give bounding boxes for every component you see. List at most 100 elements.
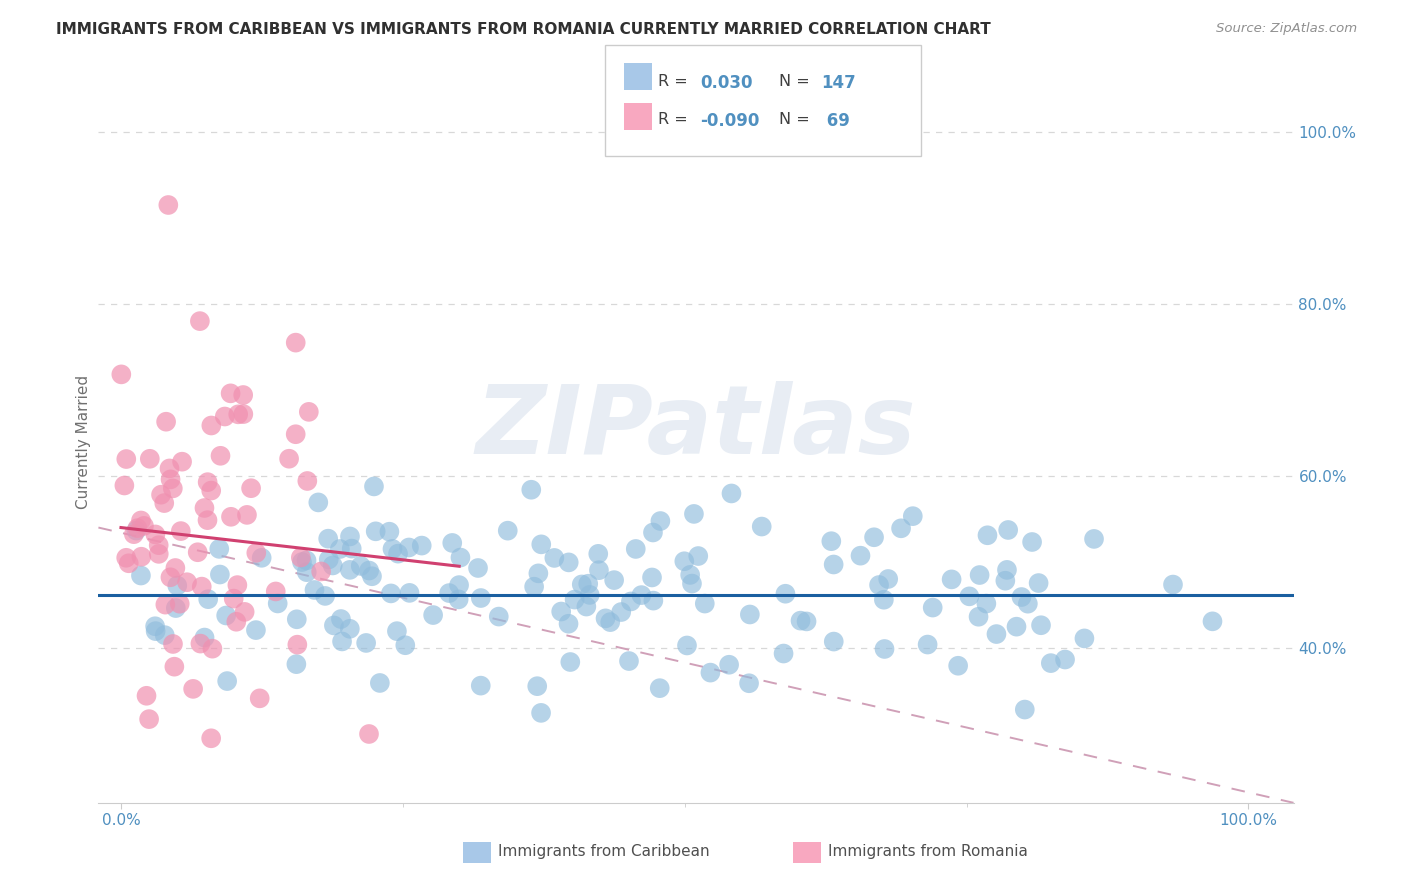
Point — [995, 563, 1018, 577]
Point — [159, 461, 181, 475]
Y-axis label: Currently Married: Currently Married — [76, 375, 91, 508]
Point — [530, 537, 553, 551]
Point — [1083, 532, 1105, 546]
Point — [921, 600, 943, 615]
Point — [398, 541, 420, 555]
Point — [564, 592, 586, 607]
Point — [683, 507, 706, 521]
Point — [1021, 535, 1043, 549]
Point — [359, 564, 381, 578]
Point — [208, 567, 231, 582]
Text: N =: N = — [779, 112, 815, 127]
Point — [209, 449, 232, 463]
Point — [145, 624, 167, 639]
Point — [298, 405, 321, 419]
Point — [354, 636, 377, 650]
Point — [245, 546, 267, 560]
Point — [284, 335, 307, 350]
Point — [820, 534, 842, 549]
Text: N =: N = — [779, 74, 815, 89]
Text: -0.090: -0.090 — [700, 112, 759, 129]
Point — [470, 679, 492, 693]
Point — [1029, 618, 1052, 632]
Point — [318, 552, 340, 566]
Point — [118, 556, 141, 570]
Point — [380, 586, 402, 600]
Point — [441, 536, 464, 550]
Point — [307, 495, 329, 509]
Point — [143, 619, 166, 633]
Point — [976, 528, 998, 542]
Point — [550, 605, 572, 619]
Point — [330, 634, 353, 648]
Point — [181, 681, 204, 696]
Point — [162, 637, 184, 651]
Point — [449, 578, 471, 592]
Point — [112, 478, 135, 492]
Text: ZIPatlas: ZIPatlas — [475, 381, 917, 474]
Point — [738, 607, 761, 622]
Point — [122, 527, 145, 541]
Point — [557, 616, 579, 631]
Point — [226, 578, 249, 592]
Point — [129, 568, 152, 582]
Point — [957, 590, 980, 604]
Point — [215, 608, 238, 623]
Text: R =: R = — [658, 74, 693, 89]
Point — [394, 638, 416, 652]
Point — [603, 573, 626, 587]
Point — [176, 575, 198, 590]
Point — [278, 451, 301, 466]
Point — [132, 519, 155, 533]
Point — [155, 598, 177, 612]
Point — [1201, 615, 1223, 629]
Point — [520, 483, 543, 497]
Point — [868, 578, 890, 592]
Point — [125, 524, 148, 538]
Point — [986, 627, 1008, 641]
Point — [222, 591, 245, 606]
Point — [165, 561, 187, 575]
Point — [688, 549, 710, 563]
Point — [772, 647, 794, 661]
Point — [411, 539, 433, 553]
Text: Source: ZipAtlas.com: Source: ZipAtlas.com — [1216, 22, 1357, 36]
Point — [823, 558, 845, 572]
Point — [969, 568, 991, 582]
Point — [1161, 577, 1184, 591]
Point — [560, 655, 582, 669]
Point — [796, 615, 818, 629]
Point — [488, 609, 510, 624]
Point — [357, 727, 380, 741]
Point — [197, 513, 219, 527]
Point — [157, 198, 180, 212]
Point — [946, 658, 969, 673]
Point — [699, 665, 721, 680]
Point — [159, 570, 181, 584]
Point — [225, 615, 247, 629]
Point — [387, 547, 409, 561]
Point — [422, 608, 444, 623]
Point — [329, 541, 352, 556]
Point — [1011, 590, 1033, 604]
Point — [437, 586, 460, 600]
Point — [620, 594, 643, 608]
Point — [873, 642, 896, 657]
Point — [110, 368, 132, 382]
Point — [997, 523, 1019, 537]
Point — [575, 599, 598, 614]
Point — [131, 549, 153, 564]
Point — [681, 576, 703, 591]
Point — [976, 597, 998, 611]
Point — [163, 659, 186, 673]
Point — [610, 605, 633, 619]
Point — [245, 623, 267, 637]
Point — [267, 597, 290, 611]
Point — [648, 681, 671, 695]
Point — [291, 555, 314, 569]
Point — [1005, 620, 1028, 634]
Point — [200, 483, 222, 498]
Point — [138, 712, 160, 726]
Point — [200, 418, 222, 433]
Point — [148, 547, 170, 561]
